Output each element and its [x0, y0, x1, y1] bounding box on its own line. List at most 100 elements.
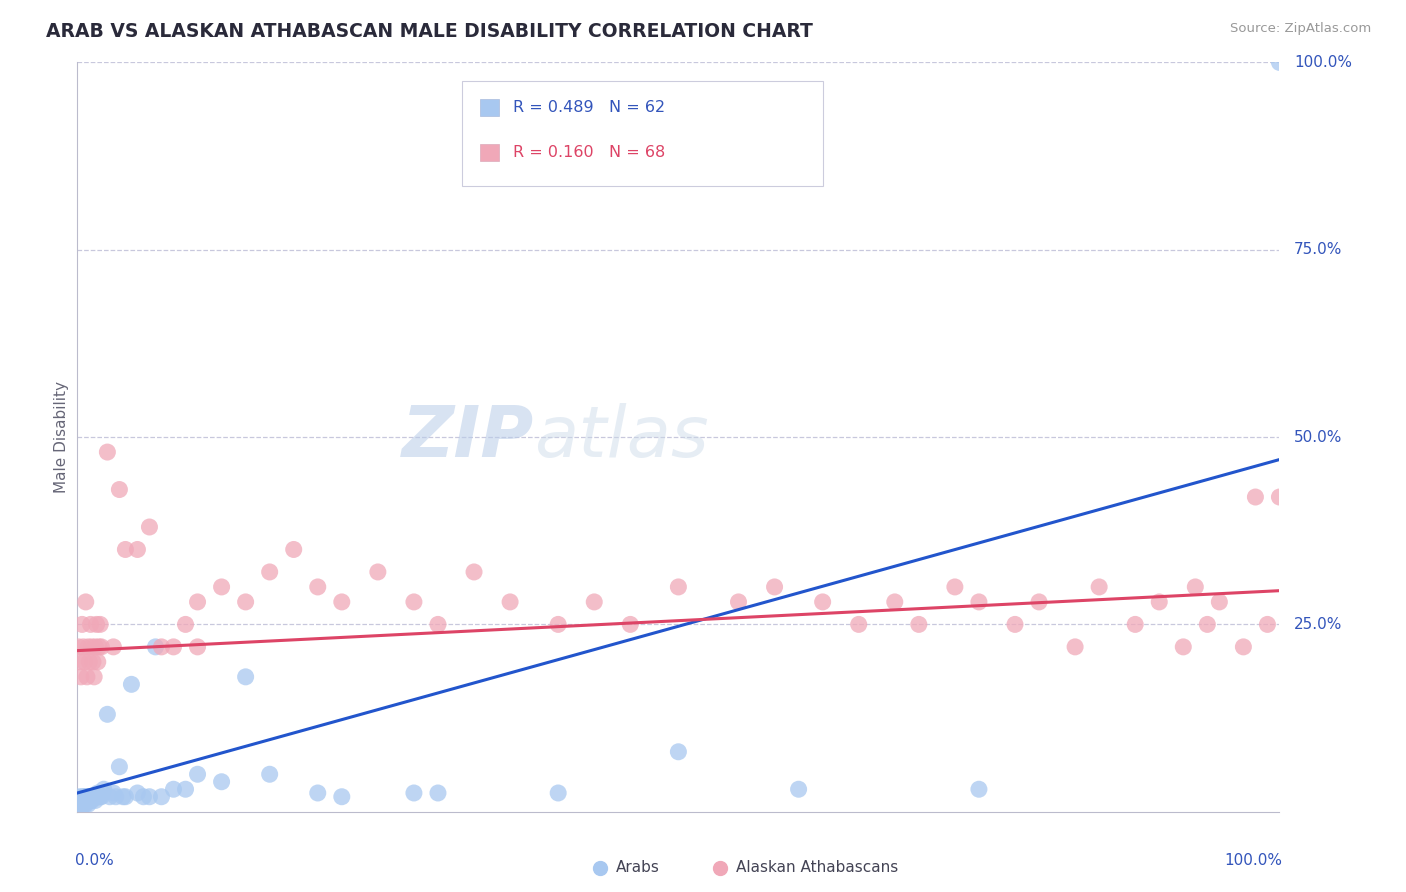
- Point: [69, 655, 91, 669]
- Point: [76, 670, 98, 684]
- Point: [83, 670, 105, 684]
- Text: ARAB VS ALASKAN ATHABASCAN MALE DISABILITY CORRELATION CHART: ARAB VS ALASKAN ATHABASCAN MALE DISABILI…: [46, 22, 813, 41]
- Point: [75, 595, 97, 609]
- Y-axis label: Male Disability: Male Disability: [53, 381, 69, 493]
- Point: [79, 789, 101, 804]
- Point: [1268, 490, 1291, 504]
- Point: [883, 595, 905, 609]
- Point: [1028, 595, 1050, 609]
- Point: [259, 767, 281, 781]
- Point: [1256, 617, 1278, 632]
- Point: [84, 793, 107, 807]
- Bar: [479, 145, 499, 161]
- Point: [943, 580, 966, 594]
- Point: [70, 801, 93, 815]
- Point: [967, 595, 990, 609]
- Point: [547, 617, 569, 632]
- Point: [104, 789, 127, 804]
- Point: [145, 640, 167, 654]
- Point: [668, 580, 690, 594]
- Point: [98, 789, 121, 804]
- Point: [79, 655, 101, 669]
- Point: [73, 793, 96, 807]
- Point: [138, 520, 160, 534]
- Point: [848, 617, 870, 632]
- Text: R = 0.160   N = 68: R = 0.160 N = 68: [513, 145, 665, 160]
- Point: [235, 670, 257, 684]
- Point: [1173, 640, 1195, 654]
- Point: [174, 782, 197, 797]
- Point: [70, 797, 93, 812]
- Point: [90, 640, 112, 654]
- Point: [174, 617, 197, 632]
- FancyBboxPatch shape: [463, 81, 823, 186]
- Point: [1232, 640, 1254, 654]
- Point: [259, 565, 281, 579]
- Point: [727, 595, 749, 609]
- Point: [77, 640, 100, 654]
- Point: [86, 789, 108, 804]
- Text: 100.0%: 100.0%: [1294, 55, 1353, 70]
- Point: [79, 789, 101, 804]
- Point: [70, 797, 93, 812]
- Point: [186, 595, 209, 609]
- Point: [811, 595, 834, 609]
- Point: [1064, 640, 1087, 654]
- Point: [307, 786, 329, 800]
- Point: [70, 617, 93, 632]
- Point: [709, 861, 731, 875]
- Point: [1208, 595, 1230, 609]
- Point: [72, 789, 94, 804]
- Point: [1184, 580, 1206, 594]
- Point: [967, 782, 990, 797]
- Text: 0.0%: 0.0%: [75, 853, 114, 868]
- Point: [619, 617, 641, 632]
- Point: [108, 760, 131, 774]
- Point: [1149, 595, 1171, 609]
- Point: [547, 786, 569, 800]
- Point: [103, 786, 125, 800]
- Point: [150, 640, 173, 654]
- Point: [330, 595, 353, 609]
- Point: [127, 542, 149, 557]
- Point: [87, 786, 110, 800]
- Point: [67, 789, 90, 804]
- Point: [427, 617, 450, 632]
- Point: [114, 789, 136, 804]
- Point: [70, 789, 93, 804]
- Point: [1197, 617, 1219, 632]
- Point: [162, 782, 184, 797]
- Point: [463, 565, 485, 579]
- Point: [80, 640, 103, 654]
- Point: [83, 789, 105, 804]
- Point: [93, 782, 115, 797]
- Point: [583, 595, 606, 609]
- Point: [77, 789, 100, 804]
- Point: [138, 789, 160, 804]
- Point: [75, 789, 97, 804]
- Point: [76, 793, 98, 807]
- Point: [402, 786, 425, 800]
- Point: [82, 789, 104, 804]
- Point: [668, 745, 690, 759]
- Point: [150, 789, 173, 804]
- Point: [76, 789, 98, 804]
- Point: [69, 797, 91, 812]
- Point: [89, 789, 111, 804]
- Point: [1088, 580, 1111, 594]
- Point: [120, 677, 142, 691]
- Point: [1123, 617, 1146, 632]
- Text: R = 0.489   N = 62: R = 0.489 N = 62: [513, 100, 665, 115]
- Point: [111, 789, 134, 804]
- Point: [307, 580, 329, 594]
- Text: Source: ZipAtlas.com: Source: ZipAtlas.com: [1230, 22, 1371, 36]
- Point: [763, 580, 786, 594]
- Text: 25.0%: 25.0%: [1294, 617, 1343, 632]
- Point: [908, 617, 931, 632]
- Text: 50.0%: 50.0%: [1294, 430, 1343, 444]
- Point: [186, 640, 209, 654]
- Point: [127, 786, 149, 800]
- Point: [427, 786, 450, 800]
- Point: [235, 595, 257, 609]
- Text: Arabs: Arabs: [616, 861, 659, 875]
